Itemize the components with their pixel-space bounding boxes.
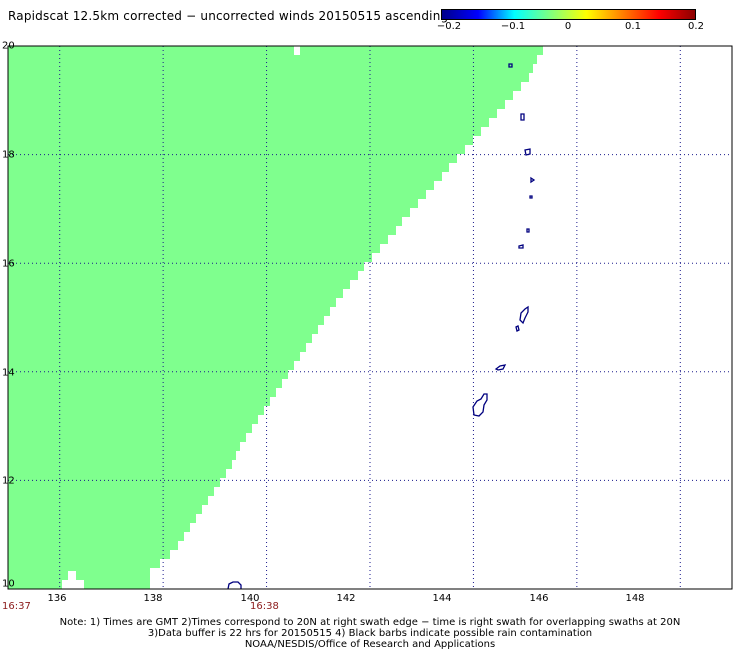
lon-label: 146 — [529, 593, 549, 604]
note-line-3: NOAA/NESDIS/Office of Research and Appli… — [244, 639, 496, 650]
colorbar — [441, 9, 696, 20]
lat-label: 20 — [2, 40, 15, 52]
note-line-2: 3)Data buffer is 22 hrs for 20150515 4) … — [147, 628, 593, 639]
islet-3 — [526, 228, 530, 233]
lon-label: 140 — [240, 593, 260, 604]
lon-label: 138 — [143, 593, 163, 604]
lat-label: 18 — [2, 149, 15, 161]
coastlines — [227, 63, 536, 590]
lat-label: 14 — [2, 367, 15, 379]
note-line-1: Note: 1) Times are GMT 2)Times correspon… — [59, 617, 681, 628]
guam-coast — [472, 393, 488, 417]
agrihan-coast — [520, 113, 525, 121]
tinian-coast — [515, 325, 520, 332]
anatahan-coast — [518, 244, 524, 249]
rota-coast — [494, 364, 507, 371]
lat-label: 12 — [2, 475, 15, 487]
islet-4 — [508, 63, 513, 68]
lat-label: 10 — [2, 578, 15, 590]
lon-label: 142 — [336, 593, 356, 604]
colorbar-tick: −0.2 — [436, 21, 462, 32]
colorbar-tick: 0 — [564, 21, 572, 32]
lat-lon-grid — [8, 46, 732, 589]
lon-label: 144 — [432, 593, 452, 604]
chart-title: Rapidscat 12.5km corrected − uncorrected… — [8, 9, 449, 23]
map-frame — [7, 45, 733, 590]
lat-label: 16 — [2, 258, 15, 270]
bottom-islet — [227, 581, 242, 590]
pagan-coast — [524, 148, 531, 156]
islet-2 — [529, 195, 533, 199]
lon-label: 136 — [47, 593, 67, 604]
swath-area — [8, 46, 543, 589]
swath-time-left: 16:37 — [2, 601, 31, 612]
saipan-coast — [519, 305, 529, 325]
lon-label: 148 — [625, 593, 645, 604]
islet-1 — [530, 176, 536, 184]
colorbar-tick: −0.1 — [500, 21, 526, 32]
swath-time-middle: 16:38 — [250, 601, 279, 612]
colorbar-tick: 0.2 — [688, 21, 704, 32]
colorbar-tick: 0.1 — [625, 21, 641, 32]
swath-coverage — [8, 46, 543, 589]
